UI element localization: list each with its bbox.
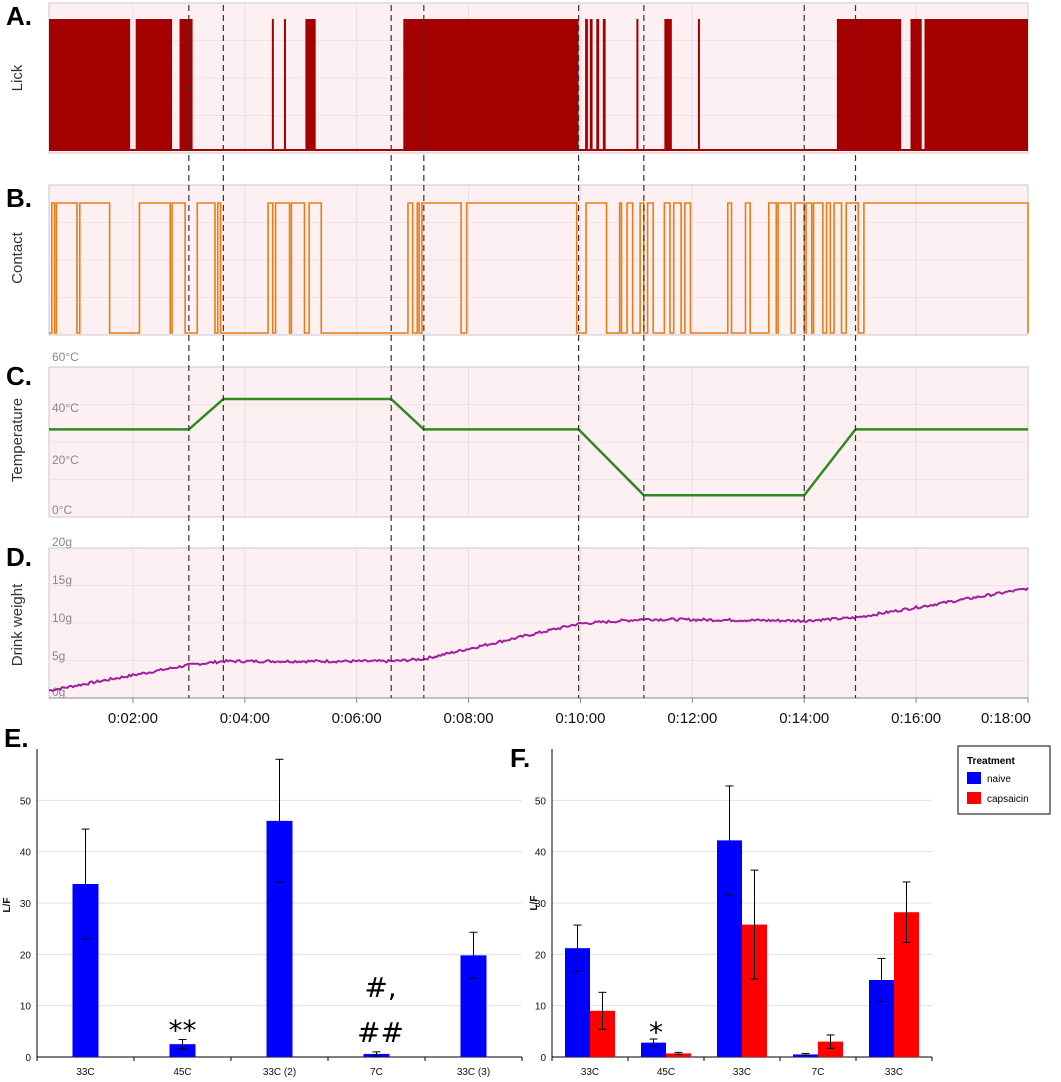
panel-b-ylabel: Contact [9,231,26,284]
time-axis-ticks: 0:02:00 0:04:00 0:06:00 0:08:00 0:10:00 0:12:… [108,698,1031,727]
weight-tick-15: 15g [52,573,72,587]
time-tick-label: 0:06:00 [332,710,382,727]
bar-ytick-label: 0 [540,1053,546,1064]
legend-label-capsaicin: capsaicin [987,794,1029,805]
drink-weight-trace [48,587,1029,692]
legend-label-naive: naive [987,774,1011,785]
bar-capsaicin [818,1041,843,1057]
legend-title: Treatment [967,756,1015,767]
panel-a: A. Lick [6,1,1029,154]
time-tick-label: 0:18:00 [981,710,1031,727]
lick-bout [179,19,193,151]
panel-f-label: F. [510,743,530,773]
temperature-trace [49,397,1028,497]
lick-bout [636,19,639,151]
bar-category-label: 45C [657,1067,675,1078]
temp-tick-20: 20°C [52,453,79,467]
panel-c-label: C. [6,361,32,391]
bar-ytick-label: 40 [535,848,547,859]
bar-ytick-label: 50 [20,796,32,807]
bar-ytick-label: 0 [25,1053,31,1064]
panel-c-ylabel: Temperature [9,398,26,482]
panel-e: E. L/F 0 10 20 30 40 50 33C 45C 33C (2) 7C 33C (3)… [2,723,523,1078]
bar-category-label: 7C [370,1067,383,1078]
bar-category-label: 33C [581,1067,599,1078]
bar-category-label: 33C [76,1067,94,1078]
lick-bout [403,19,579,151]
panel-b: B. Contact [6,183,1029,336]
panel-c-grid [49,367,1028,517]
bar-category-label: 45C [173,1067,191,1078]
panel-f: F. L/F 0 10 20 30 40 50 33C 45C 33C 7C 33C * Treatm… [510,743,1051,1078]
temp-tick-40: 40°C [52,401,79,415]
weight-tick-10: 10g [52,611,72,625]
lick-bout [836,19,902,151]
significance-annotation: #, [364,971,396,1004]
panel-e-bars: 0 10 20 30 40 50 33C 45C 33C (2) 7C 33C (3) ** #, ## [20,749,523,1078]
temp-tick-0: 0°C [52,503,72,517]
legend: Treatment naive capsaicin [957,745,1051,815]
panel-d-ylabel: Drink weight [9,583,26,666]
panel-c: C. Temperature 60°C 40°C 20°C 0°C [6,350,1029,518]
bar-category-label: 33C [733,1067,751,1078]
panel-f-ylabel: L/F [529,896,540,911]
bar-ytick-label: 10 [20,1002,32,1013]
lick-bout [602,19,606,151]
weight-tick-20: 20g [52,535,72,549]
panel-a-label: A. [6,1,32,31]
panel-b-grid [49,185,1028,335]
panel-d: D. Drink weight 20g 15g 10g 5g 0g 0:02:0… [6,535,1031,727]
bar-category-label: 33C [885,1067,903,1078]
time-tick-label: 0:10:00 [555,710,605,727]
bar-capsaicin [666,1053,691,1057]
lick-bout [910,19,922,151]
bar-ytick-label: 30 [20,899,32,910]
significance-annotation: ## [357,1016,404,1049]
lick-bout [135,19,173,151]
bar-ytick-label: 40 [20,848,32,859]
lick-bout [271,19,274,151]
lick-bout [305,19,316,151]
temp-tick-60: 60°C [52,350,79,364]
bar-category-label: 7C [812,1067,825,1078]
panel-e-label: E. [4,723,29,753]
lick-bout [283,19,286,151]
panel-d-label: D. [6,542,32,572]
panel-e-ylabel: L/F [2,898,13,913]
legend-swatch-capsaicin [967,792,981,804]
bar-naive [169,1044,196,1057]
time-tick-label: 0:16:00 [891,710,941,727]
bar-ytick-label: 30 [535,899,547,910]
lick-bout [697,19,700,151]
bar-category-label: 33C (3) [457,1067,490,1078]
time-tick-label: 0:14:00 [779,710,829,727]
lick-bout [596,19,600,151]
bar-naive [641,1042,666,1057]
bar-ytick-label: 10 [535,1002,547,1013]
significance-annotation: * [649,1016,663,1049]
lick-bout [664,19,672,151]
panel-d-grid [49,548,1028,698]
time-tick-label: 0:12:00 [667,710,717,727]
lick-bout [589,19,593,151]
time-tick-label: 0:04:00 [220,710,270,727]
bar-category-label: 33C (2) [263,1067,296,1078]
panel-a-ylabel: Lick [9,64,26,91]
legend-swatch-naive [967,772,981,784]
time-tick-label: 0:08:00 [444,710,494,727]
time-tick-label: 0:02:00 [108,710,158,727]
event-lines [188,5,857,698]
lick-bout [585,19,588,151]
panel-b-label: B. [6,183,32,213]
bar-ytick-label: 20 [20,950,32,961]
bar-ytick-label: 20 [535,950,547,961]
weight-tick-5: 5g [52,649,65,663]
contact-trace [49,202,1029,334]
panel-f-bars: 0 10 20 30 40 50 33C 45C 33C 7C 33C * [535,749,933,1078]
significance-annotation: ** [169,1014,197,1047]
lick-bout [49,19,131,151]
lick-bout [924,19,1028,151]
bar-ytick-label: 50 [535,796,547,807]
